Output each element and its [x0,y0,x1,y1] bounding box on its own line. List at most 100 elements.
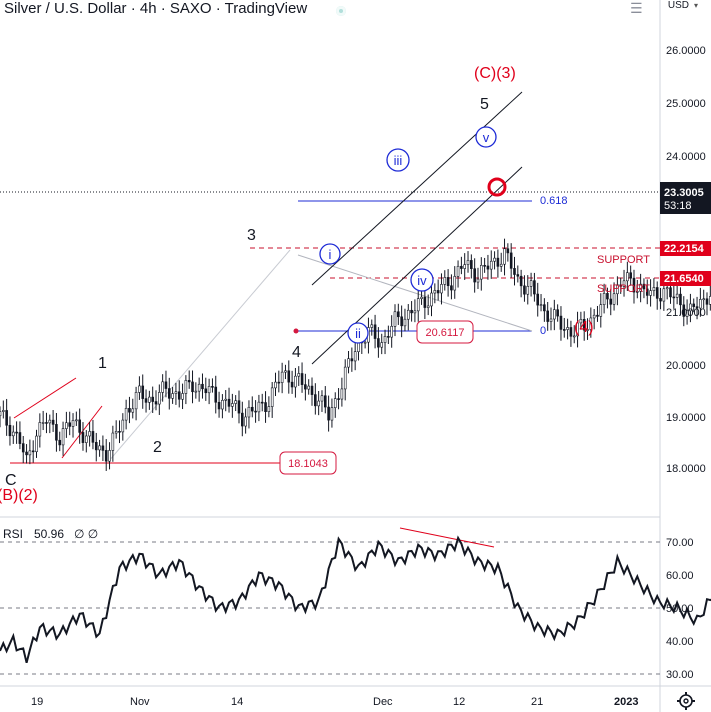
candle-body [453,276,457,291]
subwave-circle-iv [410,268,434,292]
candle-body [682,304,686,317]
candle-body [154,401,158,405]
red-trendline-2 [61,405,103,459]
currency-selector[interactable]: USD [668,0,698,11]
candle-body [377,338,380,348]
candle-body [705,298,709,305]
candle-body [187,380,191,383]
price-tick: 26.0000 [666,45,706,57]
red-labels: (B)(2) (C)(3) (4) [0,65,594,504]
candle-body [526,286,530,295]
candle-body [201,383,204,390]
candle-body [493,257,496,262]
fib-label-618: 0.618 [540,195,568,207]
candle-body [460,265,463,269]
candle-body [270,387,274,407]
time-axis: 19 Nov 14 Dec 12 21 2023 [31,696,638,708]
candle-body [476,278,480,283]
wave-label-c: C [5,472,17,489]
rsi-tick: 40.00 [666,636,694,648]
rsi-divergence-line [399,527,495,548]
candle-body [131,408,135,413]
subwave-circle-iii [386,148,410,172]
candle-body [48,419,52,424]
rsi-tick: 70.00 [666,537,694,549]
subwave-circle-i [319,243,341,265]
wave-label-4: 4 [292,344,301,361]
rsi-tick: 50.00 [666,603,694,615]
candle-body [370,324,374,328]
candle-body [632,277,636,293]
settings-gear-icon[interactable] [677,692,695,710]
candle-body [576,322,579,337]
candle-body [609,298,613,305]
candle-body [413,310,417,314]
rsi-line [0,535,711,664]
candle-body [363,341,367,344]
candle-body [506,248,510,254]
candle-body [81,432,85,443]
candle-body [347,358,350,368]
candle-body [15,431,18,434]
candle-body [304,384,307,390]
wave-label-2: 2 [153,439,162,456]
candle-body [247,406,251,418]
candle-body [602,293,606,305]
candle-body [612,293,616,305]
candle-body [104,450,108,462]
candle-body [38,422,42,437]
time-tick: 19 [31,696,43,708]
candle-body [383,336,387,343]
candle-body [416,298,420,312]
candle-body [31,450,35,453]
candle-body [2,410,5,412]
candle-body [68,422,72,427]
candle-body [164,381,168,389]
candle-body [420,296,423,299]
candle-body [144,398,148,403]
candle-body [499,263,503,267]
candle-body [65,422,68,429]
candle-body [380,342,384,348]
price-tick: 25.0000 [666,98,706,110]
candle-body [456,265,460,277]
candle-body [652,287,656,291]
candle-body [539,304,543,306]
candle-body [562,329,566,331]
candle-body [177,391,181,400]
time-tick: 21 [531,696,543,708]
candle-body [191,381,194,393]
candle-body [204,388,208,394]
time-tick: 12 [453,696,465,708]
candle-body [138,385,141,393]
time-tick: 14 [231,696,243,708]
candle-body [489,260,493,270]
candle-body [121,419,125,433]
price-candles [0,238,711,471]
candle-body [546,310,549,322]
price-axis: 26.0000 25.0000 24.0000 21.0000 20.0000 … [666,45,706,475]
candle-body [264,402,267,412]
subwave-label-iv: iv [417,273,427,288]
candle-body [211,386,214,388]
candle-body [327,406,330,421]
candle-body [619,284,623,287]
candle-body [543,304,546,312]
candle-body [167,388,171,399]
more-menu-icon[interactable]: ☰ [630,0,643,16]
candle-body [194,390,198,393]
price-anchor-1 [293,328,299,334]
candle-body [171,393,174,399]
candle-body [148,396,151,403]
wave-label-1: 1 [98,355,107,372]
candle-body [649,290,652,296]
candle-body [75,419,78,422]
candle-body [659,298,662,302]
chart-title: Silver / U.S. Dollar · 4h · SAXO · Tradi… [4,0,308,17]
candle-body [61,428,65,446]
level-value-2: 21.6540 [664,273,704,285]
rsi-tick: 30.00 [666,669,694,681]
candle-body [410,309,413,314]
candle-body [579,319,583,324]
